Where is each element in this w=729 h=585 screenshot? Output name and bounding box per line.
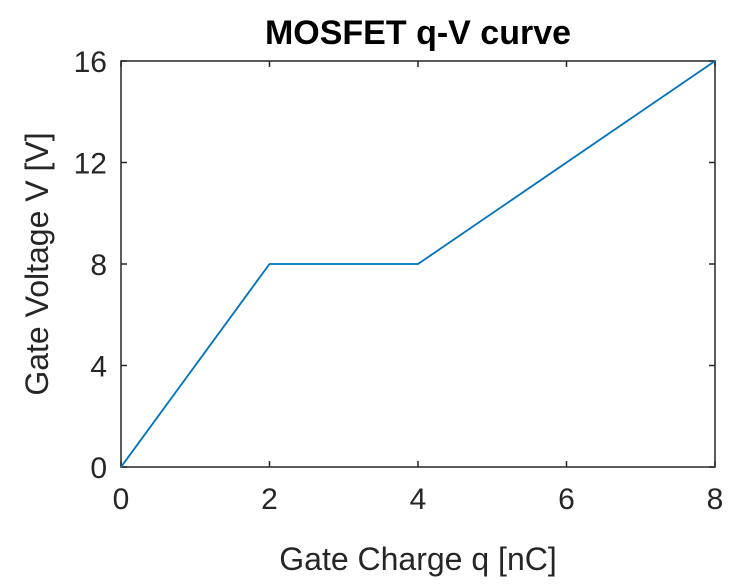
x-tick-label: 0 <box>113 483 130 516</box>
y-tick-label: 16 <box>74 46 107 79</box>
x-tick-label: 4 <box>410 483 427 516</box>
chart-title: MOSFET q-V curve <box>265 14 571 52</box>
x-axis-label: Gate Charge q [nC] <box>279 541 556 577</box>
y-axis-tick-labels: 0 4 8 12 16 <box>74 46 107 485</box>
x-tick-label: 2 <box>261 483 278 516</box>
series-line <box>120 60 716 468</box>
series-layer <box>120 60 716 468</box>
y-tick-label: 4 <box>90 351 107 384</box>
x-tick-label: 6 <box>558 483 575 516</box>
y-tick-label: 8 <box>90 249 107 282</box>
x-axis-tick-labels: 0 2 4 6 8 <box>113 483 724 516</box>
y-tick-label: 0 <box>90 452 107 485</box>
plot-area <box>120 60 716 468</box>
y-tick-label: 12 <box>74 148 107 181</box>
y-axis-label: Gate Voltage V [V] <box>19 132 55 395</box>
x-tick-label: 8 <box>707 483 724 516</box>
